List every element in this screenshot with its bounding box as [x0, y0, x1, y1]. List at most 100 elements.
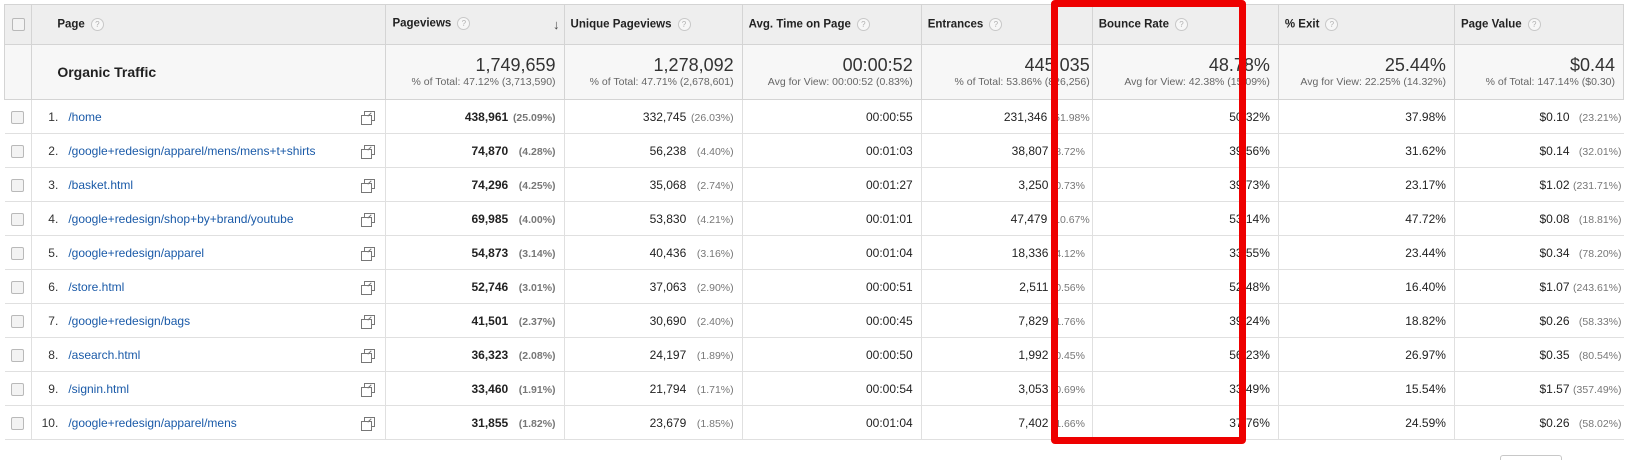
- summary-page-value-value: $0.44: [1569, 55, 1615, 75]
- help-icon[interactable]: ?: [1527, 18, 1541, 31]
- help-icon[interactable]: ?: [677, 18, 691, 31]
- pageviews-percent: (4.25%): [518, 179, 556, 192]
- row-checkbox[interactable]: [11, 348, 25, 362]
- page-cell: 4. /google+redesign/shop+by+brand/youtube: [31, 201, 386, 236]
- page-link[interactable]: /google+redesign/apparel/mens/mens+t+shi…: [68, 143, 316, 158]
- avg-time-cell: 00:01:04: [741, 235, 922, 270]
- unique-pageviews-value: 35,068: [649, 177, 687, 192]
- row-checkbox[interactable]: [11, 144, 25, 158]
- page-value-value: $1.02: [1539, 177, 1570, 192]
- page-value-value: $1.07: [1539, 279, 1570, 294]
- page-value-cell: $0.26 (58.33%): [1453, 303, 1624, 338]
- column-header-entrances[interactable]: Entrances?: [920, 4, 1093, 45]
- pageviews-cell: 36,323 (2.08%): [385, 337, 565, 372]
- exit-cell: 15.54%: [1277, 371, 1455, 406]
- pageviews-percent: (25.09%): [512, 111, 556, 124]
- column-header-bounce-rate[interactable]: Bounce Rate?: [1091, 4, 1279, 45]
- page-link[interactable]: /google+redesign/bags: [68, 313, 191, 328]
- open-in-new-window-icon[interactable]: [361, 281, 376, 295]
- row-checkbox[interactable]: [11, 280, 25, 294]
- summary-entrances-note: % of Total: 53.86% (826,256): [954, 76, 1090, 88]
- row-checkbox[interactable]: [11, 212, 25, 226]
- column-header-unique-pageviews-label: Unique Pageviews: [570, 18, 672, 31]
- page-link[interactable]: /google+redesign/apparel/mens: [68, 415, 237, 430]
- page-link[interactable]: /google+redesign/apparel: [68, 245, 205, 260]
- open-in-new-window-icon[interactable]: [361, 145, 376, 159]
- row-rank: 9.: [48, 381, 59, 396]
- page-value-percent: (58.33%): [1578, 315, 1622, 328]
- summary-avg-time: 00:00:52 Avg for View: 00:00:52 (0.83%): [741, 44, 922, 100]
- avg-time-cell: 00:01:01: [741, 201, 922, 236]
- help-icon[interactable]: ?: [1325, 18, 1339, 31]
- table-row: 10. /google+redesign/apparel/mens 31,855 …: [4, 405, 1624, 440]
- row-select-cell: [4, 405, 32, 440]
- row-select-cell: [4, 167, 32, 202]
- bounce-rate-cell: 33.55%: [1091, 235, 1279, 270]
- row-checkbox[interactable]: [11, 110, 25, 124]
- open-in-new-window-icon[interactable]: [361, 383, 376, 397]
- column-header-avg-time[interactable]: Avg. Time on Page?: [741, 4, 922, 45]
- help-icon[interactable]: ?: [989, 18, 1003, 31]
- page-link[interactable]: /google+redesign/shop+by+brand/youtube: [68, 211, 294, 226]
- column-header-unique-pageviews[interactable]: Unique Pageviews?: [563, 4, 743, 45]
- pagination-control[interactable]: [1500, 455, 1562, 460]
- summary-bounce-rate-value: 48.78%: [1208, 55, 1270, 75]
- open-in-new-window-icon[interactable]: [361, 315, 376, 329]
- page-value-value: $0.26: [1539, 313, 1570, 328]
- bounce-rate-cell: 53.14%: [1091, 201, 1279, 236]
- page-link[interactable]: /store.html: [68, 279, 125, 294]
- column-header-page[interactable]: Page?: [31, 4, 387, 45]
- select-all-cell: [3, 4, 33, 45]
- unique-pageviews-value: 40,436: [649, 245, 687, 260]
- open-in-new-window-icon[interactable]: [361, 213, 376, 227]
- page-link[interactable]: /basket.html: [68, 177, 134, 192]
- entrances-percent: (0.69%: [1051, 383, 1085, 396]
- help-icon[interactable]: ?: [457, 17, 471, 30]
- column-header-pageviews[interactable]: Pageviews? ↓: [385, 4, 565, 45]
- unique-pageviews-cell: 332,745 (26.03%): [563, 99, 743, 134]
- unique-pageviews-cell: 56,238 (4.40%): [563, 133, 743, 168]
- row-checkbox[interactable]: [11, 246, 25, 260]
- summary-pageviews-note: % of Total: 47.12% (3,713,590): [411, 76, 556, 88]
- open-in-new-window-icon[interactable]: [361, 247, 376, 261]
- exit-cell: 18.82%: [1277, 303, 1455, 338]
- page-link[interactable]: /asearch.html: [68, 347, 141, 362]
- column-header-avg-time-label: Avg. Time on Page: [748, 18, 851, 31]
- bounce-rate-cell: 33.49%: [1091, 371, 1279, 406]
- column-header-page-value[interactable]: Page Value?: [1453, 4, 1625, 45]
- pageviews-percent: (2.37%): [518, 315, 556, 328]
- summary-entrances: 445,035% of Total: 53.86% (826,256): [920, 44, 1093, 100]
- help-icon[interactable]: ?: [90, 18, 104, 31]
- open-in-new-window-icon[interactable]: [361, 417, 376, 431]
- row-checkbox[interactable]: [11, 314, 25, 328]
- pageviews-value: 52,746: [471, 279, 509, 294]
- page-value-value: $1.57: [1539, 381, 1570, 396]
- row-checkbox[interactable]: [11, 178, 25, 192]
- open-in-new-window-icon[interactable]: [361, 111, 376, 125]
- pageviews-cell: 41,501 (2.37%): [385, 303, 565, 338]
- open-in-new-window-icon[interactable]: [361, 349, 376, 363]
- page-link[interactable]: /signin.html: [68, 381, 130, 396]
- entrances-percent: (10.67%: [1050, 213, 1090, 226]
- row-rank: 6.: [48, 279, 59, 294]
- select-all-checkbox[interactable]: [11, 18, 25, 31]
- help-icon[interactable]: ?: [856, 18, 870, 31]
- page-link[interactable]: /home: [68, 109, 102, 124]
- help-icon[interactable]: ?: [1175, 18, 1189, 31]
- page-value-cell: $1.02 (231.71%): [1453, 167, 1624, 202]
- row-rank: 8.: [48, 347, 59, 362]
- pageviews-cell: 54,873 (3.14%): [385, 235, 565, 270]
- bounce-rate-cell: 52.48%: [1091, 269, 1279, 304]
- summary-unique-pageviews-value: 1,278,092: [653, 55, 734, 75]
- row-checkbox[interactable]: [11, 382, 25, 396]
- page-value-cell: $0.10 (23.21%): [1453, 99, 1624, 134]
- unique-pageviews-percent: (26.03%): [691, 111, 734, 124]
- row-select-cell: [4, 99, 32, 134]
- sort-descending-icon[interactable]: ↓: [553, 17, 560, 32]
- row-checkbox[interactable]: [11, 416, 25, 430]
- unique-pageviews-cell: 35,068 (2.74%): [563, 167, 743, 202]
- column-header-exit[interactable]: % Exit?: [1277, 4, 1455, 45]
- unique-pageviews-value: 56,238: [649, 143, 687, 158]
- open-in-new-window-icon[interactable]: [361, 179, 376, 193]
- unique-pageviews-percent: (3.16%): [696, 247, 734, 260]
